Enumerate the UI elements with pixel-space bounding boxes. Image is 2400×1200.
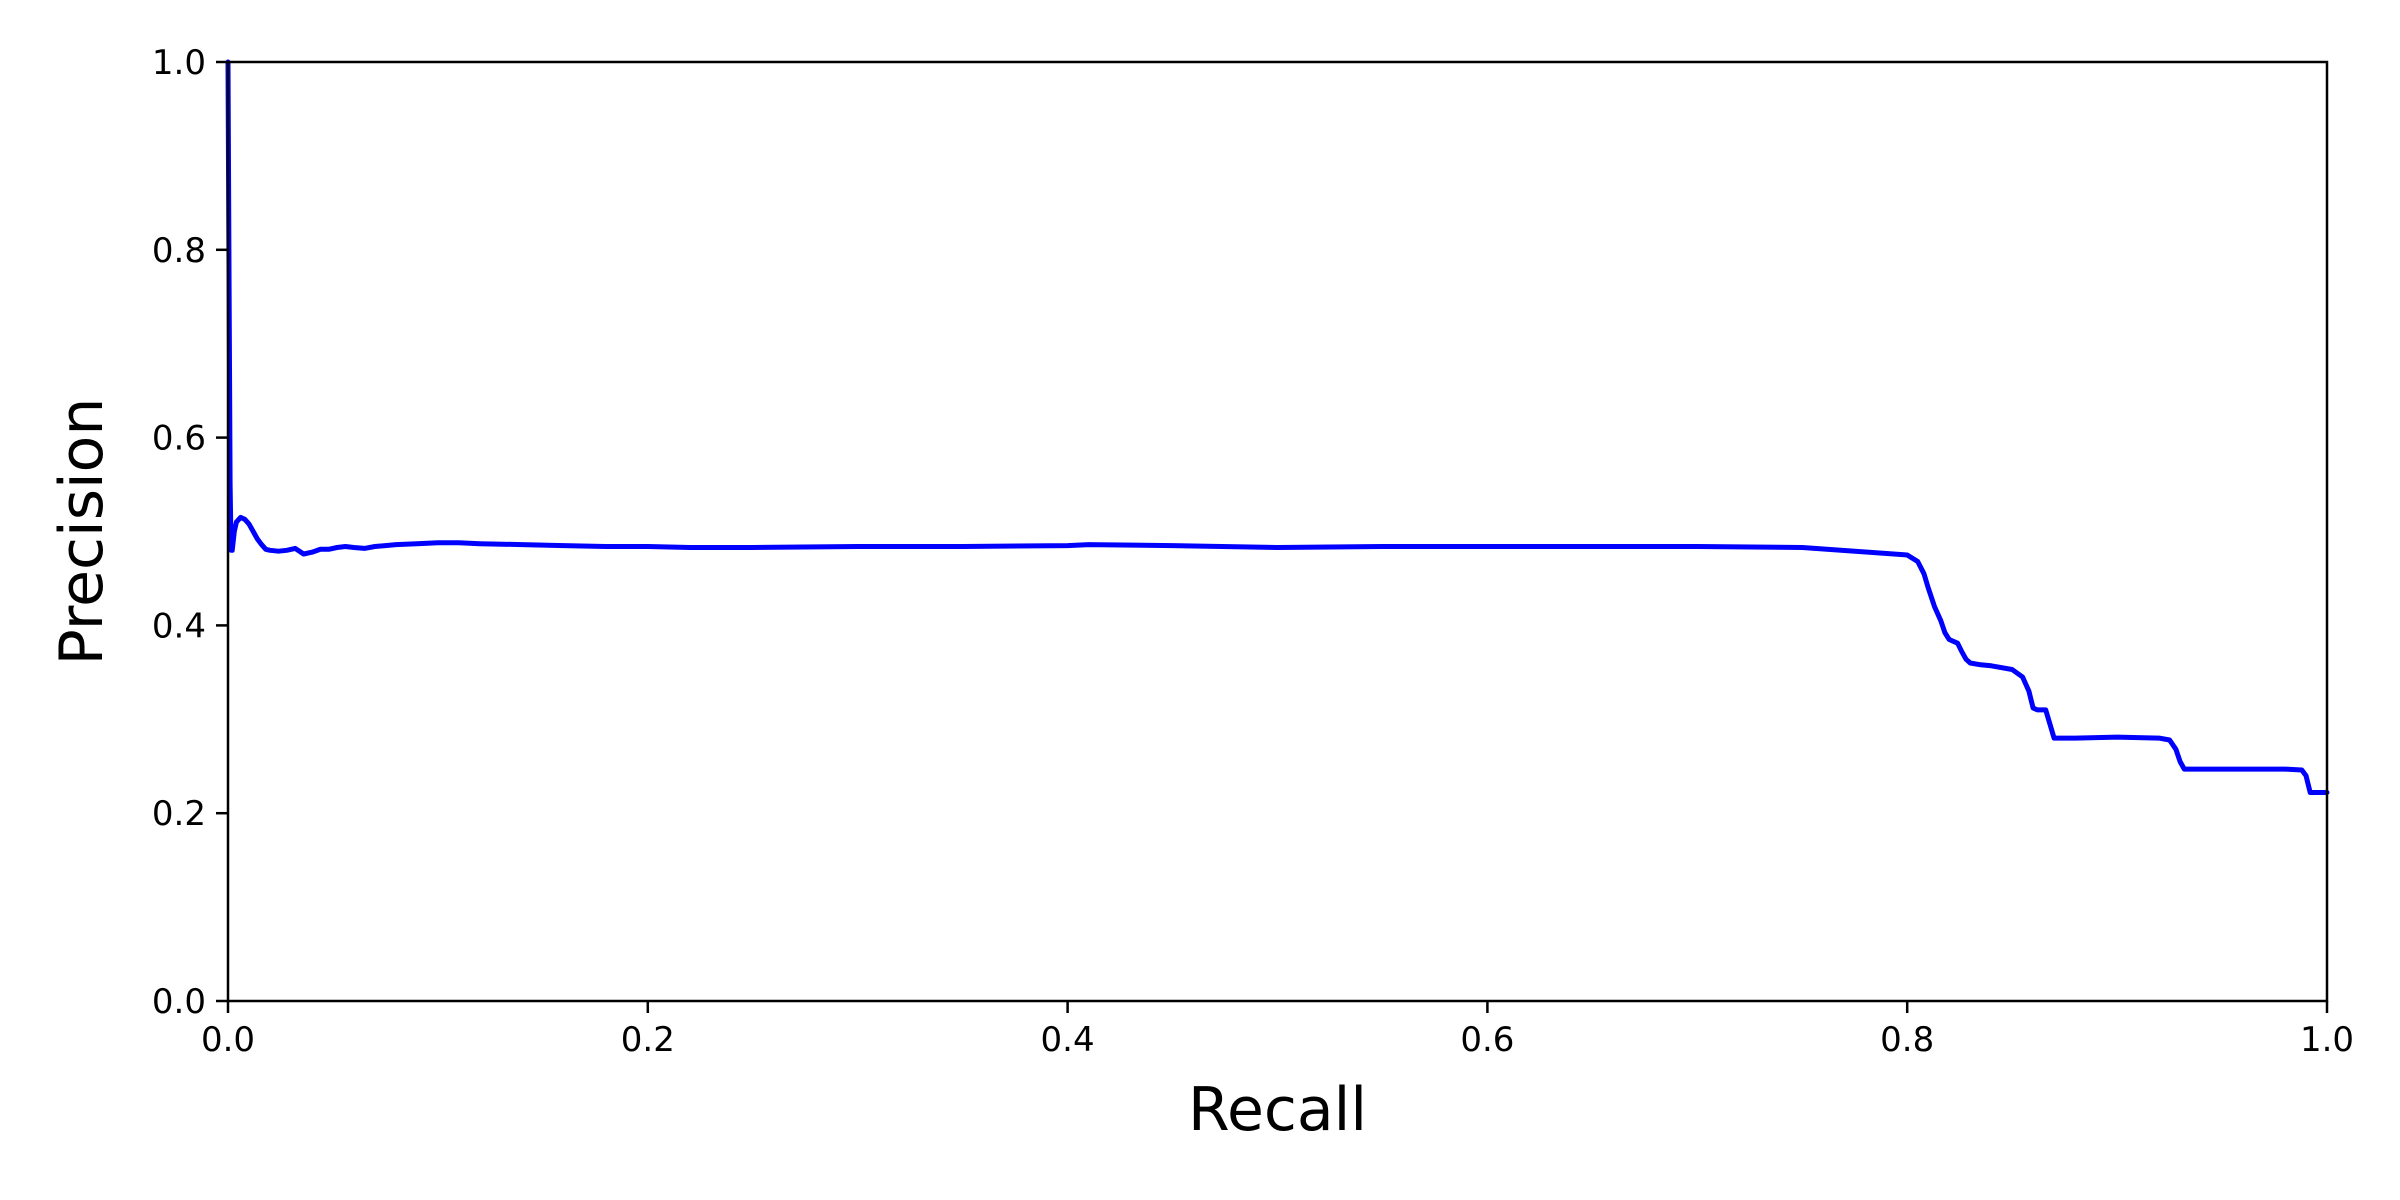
y-axis-ticks: 0.0 0.2 0.4 0.6 0.8 1.0 [152, 43, 228, 1022]
x-tick-label: 0.2 [621, 1020, 675, 1060]
plot-area [225, 59, 2330, 795]
x-tick-label: 0.6 [1460, 1020, 1514, 1060]
x-axis-ticks: 0.0 0.2 0.4 0.6 0.8 1.0 [201, 1001, 2354, 1060]
y-tick-label: 0.6 [152, 419, 206, 459]
x-tick-label: 0.8 [1880, 1020, 1934, 1060]
x-axis-label: Recall [1188, 1075, 1367, 1145]
x-tick-label: 0.4 [1041, 1020, 1095, 1060]
y-tick-label: 1.0 [152, 43, 206, 83]
y-tick-label: 0.0 [152, 982, 206, 1022]
x-tick-label: 1.0 [2300, 1020, 2354, 1060]
axes-frame [226, 60, 2329, 1003]
y-axis-label: Precision [47, 398, 117, 666]
series-line-precision-recall [225, 59, 2330, 795]
y-tick-label: 0.4 [152, 606, 206, 646]
x-tick-label: 0.0 [201, 1020, 255, 1060]
y-tick-label: 0.2 [152, 794, 206, 834]
y-tick-label: 0.8 [152, 231, 206, 271]
